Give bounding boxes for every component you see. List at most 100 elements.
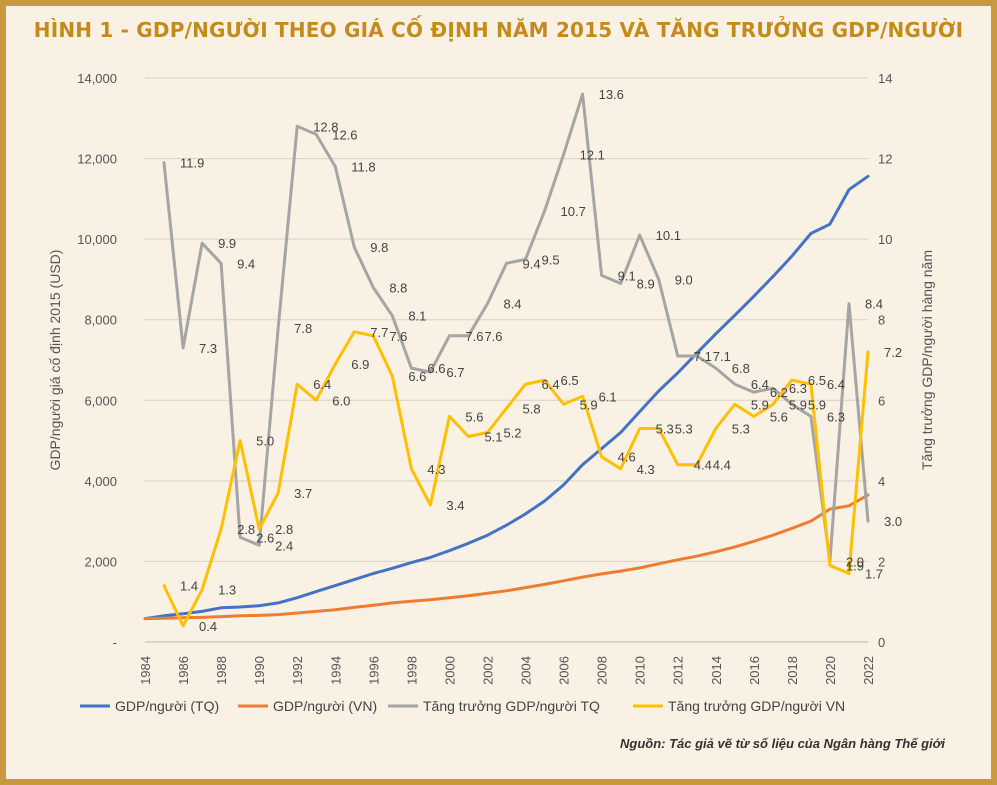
x-tick-label: 2004 [519, 656, 534, 685]
data-label: 2.6 [256, 530, 274, 545]
data-label: 8.9 [637, 276, 655, 291]
x-tick-label: 2014 [709, 656, 724, 685]
data-label: 2.4 [275, 538, 293, 553]
data-label: 9.9 [218, 236, 236, 251]
x-tick-label: 1986 [176, 656, 191, 685]
y-tick-label: 2,000 [84, 554, 117, 569]
data-label: 7.6 [484, 329, 502, 344]
y-tick-label: 10,000 [77, 232, 117, 247]
series-line [162, 92, 870, 563]
data-label: 7.1 [694, 349, 712, 364]
legend-label: Tăng trưởng GDP/người TQ [423, 698, 600, 714]
y2-tick-label: 2 [878, 554, 885, 569]
y2-tick-label: 14 [878, 71, 892, 86]
x-tick-label: 2000 [442, 656, 457, 685]
y-tick-label: 12,000 [77, 152, 117, 167]
data-label: 6.4 [313, 377, 331, 392]
legend-label: GDP/người (TQ) [115, 698, 219, 714]
data-label: 1.7 [865, 567, 883, 582]
data-label: 7.2 [884, 345, 902, 360]
x-tick-label: 2010 [633, 656, 648, 685]
series-line [143, 174, 870, 621]
data-label: 5.3 [656, 421, 674, 436]
data-label: 7.3 [199, 341, 217, 356]
data-label: 8.1 [408, 309, 426, 324]
data-label: 5.6 [770, 409, 788, 424]
data-label: 6.6 [427, 361, 445, 376]
x-tick-label: 1992 [290, 656, 305, 685]
data-label: 4.3 [427, 462, 445, 477]
y-tick-label: 8,000 [84, 313, 117, 328]
data-label: 9.4 [523, 256, 541, 271]
data-label: 6.4 [827, 377, 845, 392]
data-label: 6.4 [751, 377, 769, 392]
data-label: 7.6 [389, 329, 407, 344]
series-line [162, 330, 870, 628]
data-label: 6.9 [351, 357, 369, 372]
data-label: 12.1 [580, 148, 605, 163]
data-label: 5.8 [523, 401, 541, 416]
x-tick-label: 2002 [480, 656, 495, 685]
data-label: 12.8 [313, 119, 338, 134]
data-label: 6.3 [789, 381, 807, 396]
x-tick-label: 2018 [785, 656, 800, 685]
y2-tick-label: 8 [878, 313, 885, 328]
data-label: 4.4 [694, 458, 712, 473]
data-label: 13.6 [599, 87, 624, 102]
data-label: 7.7 [370, 325, 388, 340]
data-label: 2.0 [846, 554, 864, 569]
data-label: 6.6 [408, 369, 426, 384]
data-label: 6.8 [732, 361, 750, 376]
data-label: 2.8 [237, 522, 255, 537]
data-label: 7.6 [465, 329, 483, 344]
data-label: 11.9 [180, 156, 204, 171]
y-axis-title: GDP/người giá cố định 2015 (USD) [47, 250, 63, 471]
data-label: 11.8 [351, 160, 375, 175]
y2-tick-label: 12 [878, 152, 892, 167]
data-label: 3.7 [294, 486, 312, 501]
data-label: 9.4 [237, 256, 255, 271]
data-label: 0.4 [199, 619, 217, 634]
data-label: 6.3 [827, 409, 845, 424]
chart-title: HÌNH 1 - GDP/NGƯỜI THEO GIÁ CỐ ĐỊNH NĂM … [33, 18, 964, 42]
data-label: 6.7 [446, 365, 464, 380]
y2-tick-label: 4 [878, 474, 885, 489]
x-tick-label: 1990 [252, 656, 267, 685]
y2-axis-title: Tăng trưởng GDP/người hàng năm [919, 250, 935, 470]
x-tick-label: 2022 [861, 656, 876, 685]
data-label: 5.1 [484, 430, 502, 445]
data-label: 6.2 [770, 385, 788, 400]
data-label: 6.1 [599, 389, 617, 404]
y2-tick-label: 6 [878, 393, 885, 408]
x-tick-label: 2012 [671, 656, 686, 685]
data-label: 5.9 [580, 397, 598, 412]
data-label: 10.7 [561, 204, 586, 219]
data-label: 9.5 [542, 252, 560, 267]
data-label: 5.6 [465, 409, 483, 424]
series-line [143, 493, 870, 621]
y-tick-label: 4,000 [84, 474, 117, 489]
data-label: 6.0 [332, 393, 350, 408]
data-label: 1.4 [180, 579, 198, 594]
data-label: 3.0 [884, 514, 902, 529]
x-tick-label: 2008 [595, 656, 610, 685]
data-label: 1.3 [218, 583, 236, 598]
data-label: 7.8 [294, 321, 312, 336]
legend-label: GDP/người (VN) [273, 698, 377, 714]
legend-label: Tăng trưởng GDP/người VN [668, 698, 845, 714]
data-label: 5.9 [789, 397, 807, 412]
x-tick-label: 1984 [138, 656, 153, 685]
data-label: 4.4 [713, 458, 731, 473]
data-label: 3.4 [446, 498, 464, 513]
y-tick-label: 6,000 [84, 393, 117, 408]
y2-tick-label: 10 [878, 232, 892, 247]
data-label: 8.4 [503, 297, 521, 312]
x-tick-label: 1994 [328, 656, 343, 685]
x-tick-label: 2006 [557, 656, 572, 685]
data-label: 12.6 [332, 127, 357, 142]
data-label: 6.5 [561, 373, 579, 388]
data-label: 9.1 [618, 268, 636, 283]
data-label: 5.3 [675, 421, 693, 436]
x-tick-label: 1988 [214, 656, 229, 685]
